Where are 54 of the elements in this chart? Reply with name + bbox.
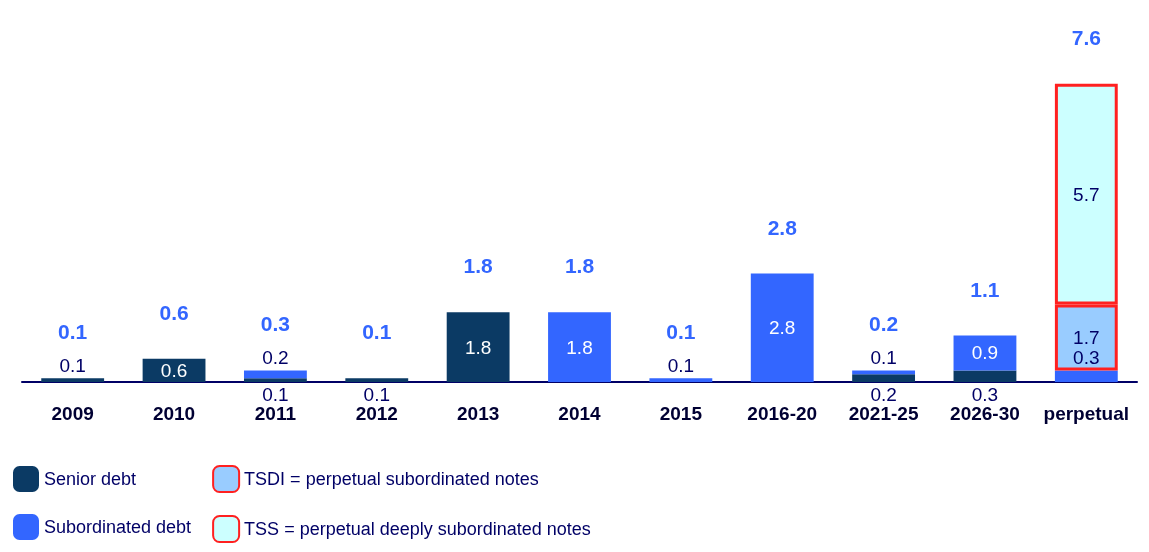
data-label: 5.7 [1073, 183, 1100, 205]
x-tick-label: 2011 [254, 403, 297, 424]
bar [649, 378, 713, 382]
x-tick-label: 2014 [558, 403, 602, 424]
bar [548, 312, 611, 382]
data-label: 0.9 [971, 342, 999, 364]
bar [953, 370, 1017, 382]
data-label: 0.2 [262, 347, 289, 369]
total-label: 0.1 [667, 355, 695, 377]
bar [852, 370, 916, 375]
data-label: 0.1 [870, 347, 897, 369]
total-label: 0.6 [159, 300, 189, 324]
bar [41, 378, 105, 382]
data-label: 0.1 [362, 320, 392, 344]
data-label: 0.1 [58, 320, 88, 344]
legend-label: Senior debt [44, 469, 137, 489]
legend-label: TSDI = perpetual subordinated notes [244, 469, 539, 489]
data-label: 1.8 [566, 336, 593, 358]
bar [446, 312, 510, 382]
bar [243, 378, 307, 382]
bar [1054, 370, 1118, 382]
x-tick-label: 2010 [152, 403, 196, 424]
x-tick-label: 2015 [659, 403, 703, 424]
total-label: 1.1 [970, 277, 1000, 301]
total-label: 1.8 [463, 254, 494, 278]
total-label: 1.8 [564, 254, 595, 278]
total-label: 7.6 [1071, 25, 1101, 49]
total-label: 0.2 [870, 384, 897, 405]
total-label: 0.3 [260, 312, 291, 336]
data-label: 1.8 [464, 336, 492, 358]
bar [345, 378, 409, 382]
data-label: 0.3 [1073, 347, 1100, 369]
legend-label: TSS = perpetual deeply subordinated notes [244, 519, 591, 539]
bar [243, 370, 307, 379]
bar [852, 374, 916, 382]
x-tick-label: 2026-30 [950, 403, 1020, 424]
data-label: 0.2 [868, 312, 899, 336]
data-label: 0.6 [160, 359, 188, 381]
x-tick-label: 2009 [51, 403, 94, 424]
total-label: 2.8 [767, 215, 798, 239]
x-tick-label: 2013 [457, 403, 500, 424]
total-label: 0.1 [59, 355, 86, 377]
x-tick-label: 2016-20 [747, 403, 818, 424]
data-label: 2.8 [769, 317, 796, 339]
x-tick-label: 2012 [355, 403, 398, 424]
x-tick-label: 2021-25 [848, 403, 919, 424]
data-label: 0.3 [971, 384, 999, 405]
data-label: 1.7 [1073, 326, 1100, 348]
data-label: 0.1 [262, 384, 289, 405]
bar [750, 273, 814, 382]
total-label: 0.1 [363, 384, 390, 405]
legend-label: Subordinated debt [44, 517, 192, 537]
x-tick-label: perpetual [1043, 403, 1130, 424]
data-label: 0.1 [666, 320, 696, 344]
